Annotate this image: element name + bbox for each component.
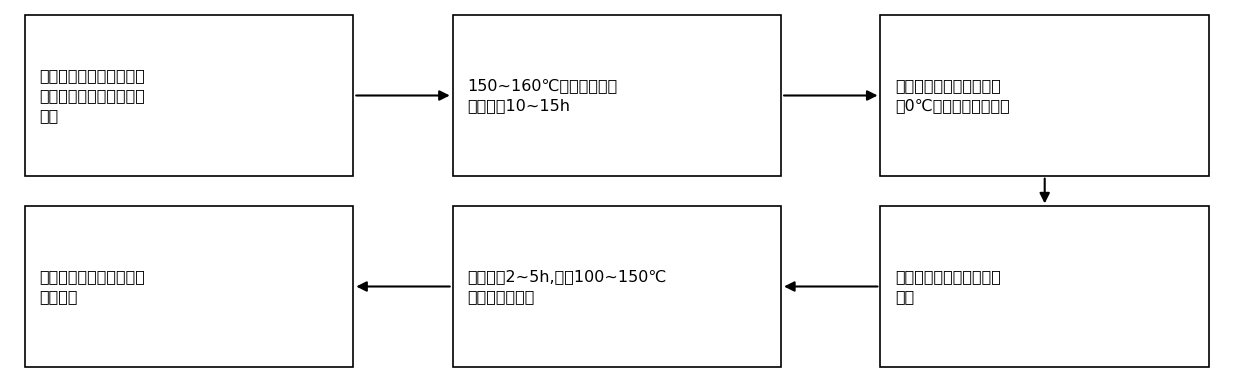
Text: 隔膜分切成一定尺寸，待
性能测试: 隔膜分切成一定尺寸，待 性能测试 [40, 269, 145, 304]
Bar [25, 206, 353, 367]
Text: 配制铸膜液，将膜材料、
溶剂、添加剂等加入到溶
料罐: 配制铸膜液，将膜材料、 溶剂、添加剂等加入到溶 料罐 [40, 68, 145, 123]
Bar [453, 206, 781, 367]
Bar [880, 15, 1209, 176]
Text: 高温下铸膜液进行刮涂，
在0℃盐溶液中淬冷成膜: 高温下铸膜液进行刮涂， 在0℃盐溶液中淬冷成膜 [895, 78, 1011, 113]
Bar [453, 15, 781, 176]
Text: 用乙醇将膜中的稀释剂萃
取出: 用乙醇将膜中的稀释剂萃 取出 [895, 269, 1001, 304]
Text: 干燥处理2~5h,并用100~150℃
夹具进行热定型: 干燥处理2~5h,并用100~150℃ 夹具进行热定型 [467, 269, 667, 304]
Text: 150~160℃下搅拌均匀、
静置脱泡10~15h: 150~160℃下搅拌均匀、 静置脱泡10~15h [467, 78, 618, 113]
Bar [880, 206, 1209, 367]
Bar [25, 15, 353, 176]
